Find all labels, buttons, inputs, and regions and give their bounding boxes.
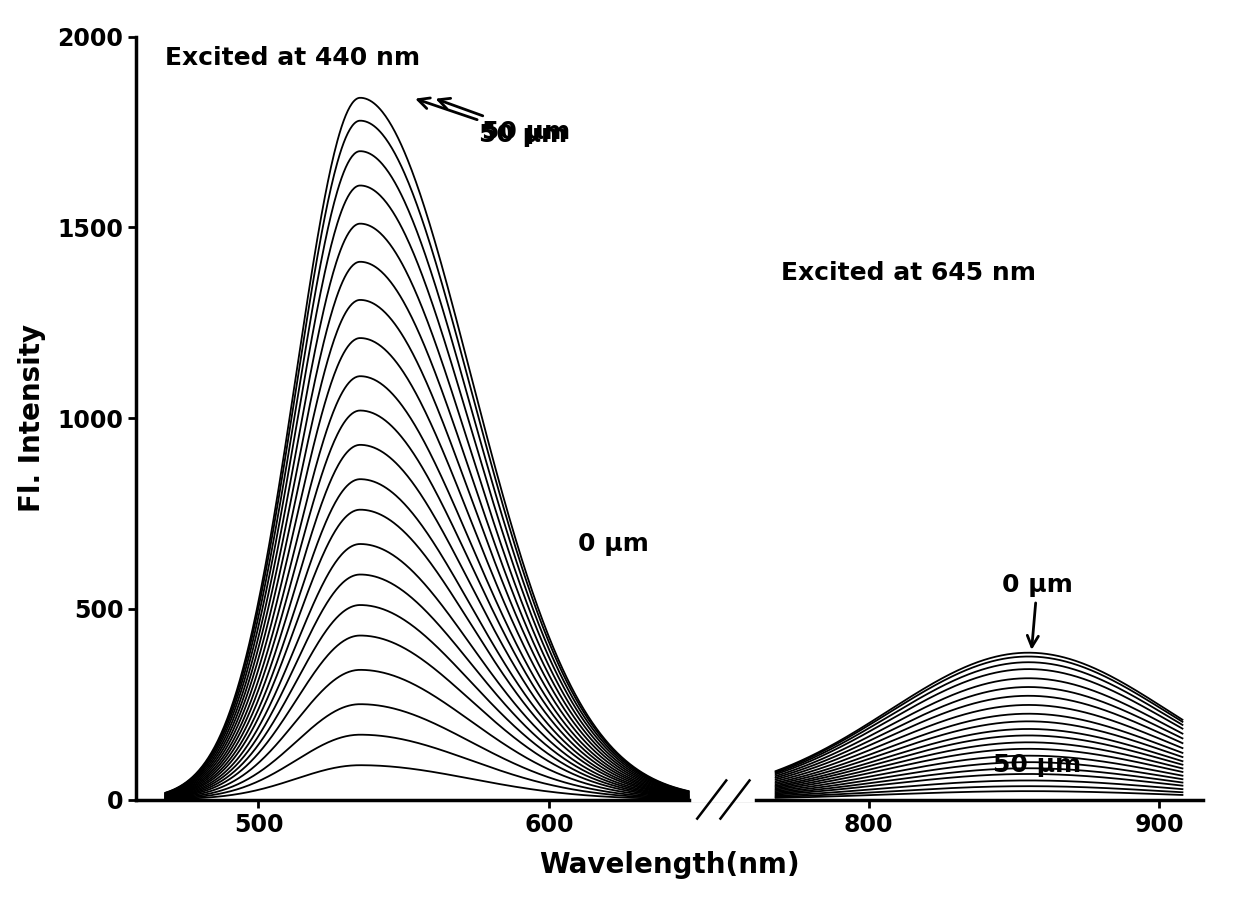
Bar — [694, 0, 753, 819]
Text: 50 μm: 50 μm — [993, 753, 1081, 777]
Text: 0 μm: 0 μm — [1002, 573, 1073, 647]
Y-axis label: Fl. Intensity: Fl. Intensity — [19, 324, 46, 512]
X-axis label: Wavelength(nm): Wavelength(nm) — [539, 851, 800, 879]
Text: 50 μm: 50 μm — [438, 98, 570, 143]
Text: 0 μm: 0 μm — [578, 532, 649, 556]
Text: 50 μm: 50 μm — [418, 98, 568, 147]
Text: Excited at 440 nm: Excited at 440 nm — [165, 46, 420, 70]
Text: Excited at 645 nm: Excited at 645 nm — [781, 261, 1037, 285]
